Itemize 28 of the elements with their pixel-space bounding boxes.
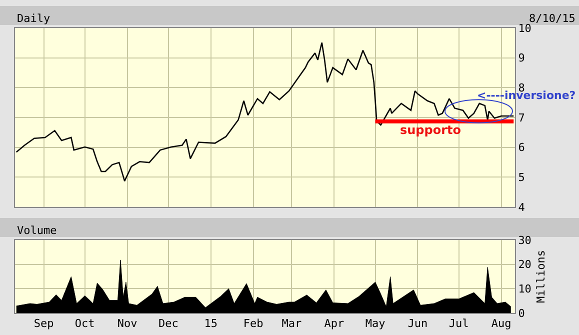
y-tick-label: 30 [518,234,532,247]
y-tick-label: 10 [518,22,532,35]
y-tick-label: 10 [518,282,532,296]
annotation: supporto [400,123,462,137]
x-tick-label: Apr [324,317,344,330]
x-tick-label: Jun [408,317,428,330]
x-tick-label: Jul [448,317,469,330]
text: 8/10/15 [529,12,576,25]
y-tick-label: 9 [518,52,525,65]
chart-title: Daily [17,12,50,25]
y-tick-label: 20 [518,258,532,272]
x-tick-label: May [365,317,386,330]
y-tick-label: 0 [518,306,525,320]
x-tick-label: Nov [117,317,138,330]
x-tick-label: Oct [74,317,95,330]
annotation: <----inversione? [477,89,576,102]
x-tick-label: Mar [282,317,302,330]
x-tick-label: Aug [491,317,512,330]
y-axis-title: Millions [534,250,548,303]
y-tick-label: 6 [518,141,525,154]
x-tick-label: 15 [204,317,218,330]
y-tick-label: 7 [518,111,525,124]
chart-title: Volume [17,224,57,237]
x-tick-label: Dec [158,317,178,330]
x-tick-label: Feb [243,317,264,330]
y-tick-label: 5 [518,171,525,184]
y-tick-label: 4 [518,200,526,214]
x-tick-label: Sep [34,317,54,330]
